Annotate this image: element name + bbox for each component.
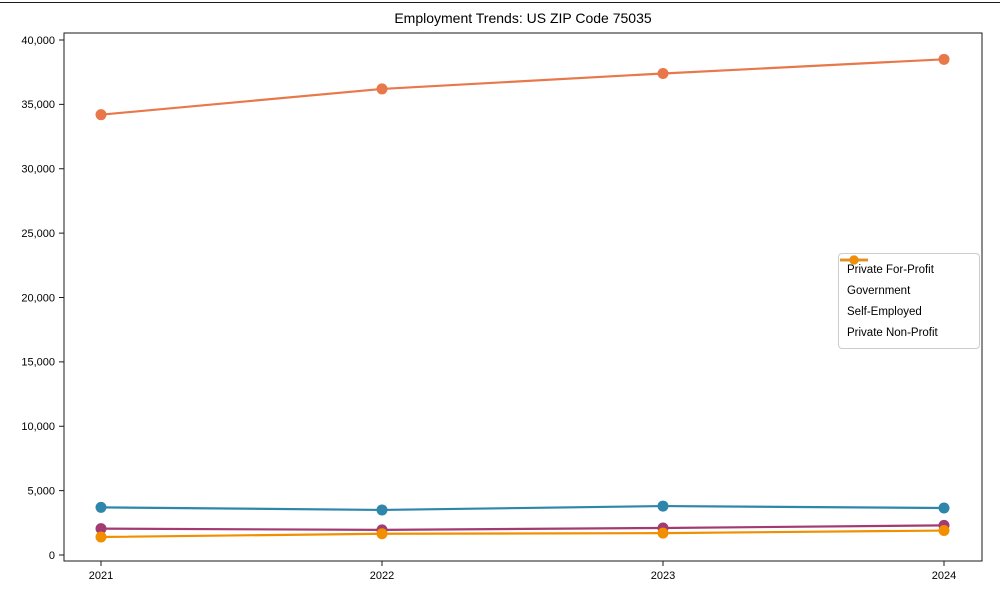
data-point-marker [95, 109, 107, 121]
x-tick-label: 2023 [651, 570, 675, 582]
figure-top-border [0, 2, 1000, 3]
data-point-marker [657, 67, 669, 79]
data-point-marker [95, 531, 107, 543]
y-tick-label: 40,000 [21, 35, 55, 47]
y-tick-label: 35,000 [21, 99, 55, 111]
y-tick-label: 30,000 [21, 164, 55, 176]
series-line [100, 529, 945, 539]
x-tick-label: 2022 [370, 570, 394, 582]
legend-item-label: Self-Employed [847, 305, 922, 318]
data-point-marker [95, 501, 107, 513]
series-line [100, 504, 945, 512]
x-axis: 2021 2022 2023 2024 [89, 561, 956, 582]
legend-item-label: Private For-Profit [847, 263, 934, 276]
y-axis: 0 5,000 10,000 15,000 20,000 25,000 30,000 35,0… [21, 35, 64, 562]
y-tick-label: 25,000 [21, 228, 55, 240]
data-point-marker [657, 500, 669, 512]
data-point-marker [938, 53, 950, 65]
data-point-marker [938, 525, 950, 537]
series-private-for-profit [95, 53, 950, 121]
y-tick-label: 20,000 [21, 292, 55, 304]
data-point-marker [376, 504, 388, 516]
series-government [95, 500, 950, 516]
data-point-marker [657, 527, 669, 539]
legend-line-marker-icon [840, 255, 868, 265]
series-private-non-profit [95, 525, 950, 543]
legend-item-label: Government [847, 284, 911, 297]
y-tick-label: 15,000 [21, 357, 55, 369]
y-tick-label: 10,000 [21, 421, 55, 433]
x-tick-label: 2024 [932, 570, 956, 582]
legend-item: Self-Employed [840, 255, 971, 322]
series-line [100, 524, 945, 531]
data-point-marker [376, 83, 388, 95]
legend-item: Private Non-Profit [840, 255, 971, 343]
y-tick-label: 0 [49, 550, 55, 562]
data-point-marker [376, 528, 388, 540]
legend-item: Government [840, 255, 971, 301]
legend: Private For-Profit Government Self-Employe… [838, 253, 980, 349]
y-tick-label: 5,000 [27, 485, 55, 497]
data-point-marker [938, 502, 950, 514]
series-line [100, 58, 945, 116]
x-tick-label: 2021 [89, 570, 113, 582]
chart-title: Employment Trends: US ZIP Code 75035 [394, 10, 652, 26]
data-point-marker [95, 523, 107, 535]
legend-item-label: Private Non-Profit [847, 326, 938, 339]
